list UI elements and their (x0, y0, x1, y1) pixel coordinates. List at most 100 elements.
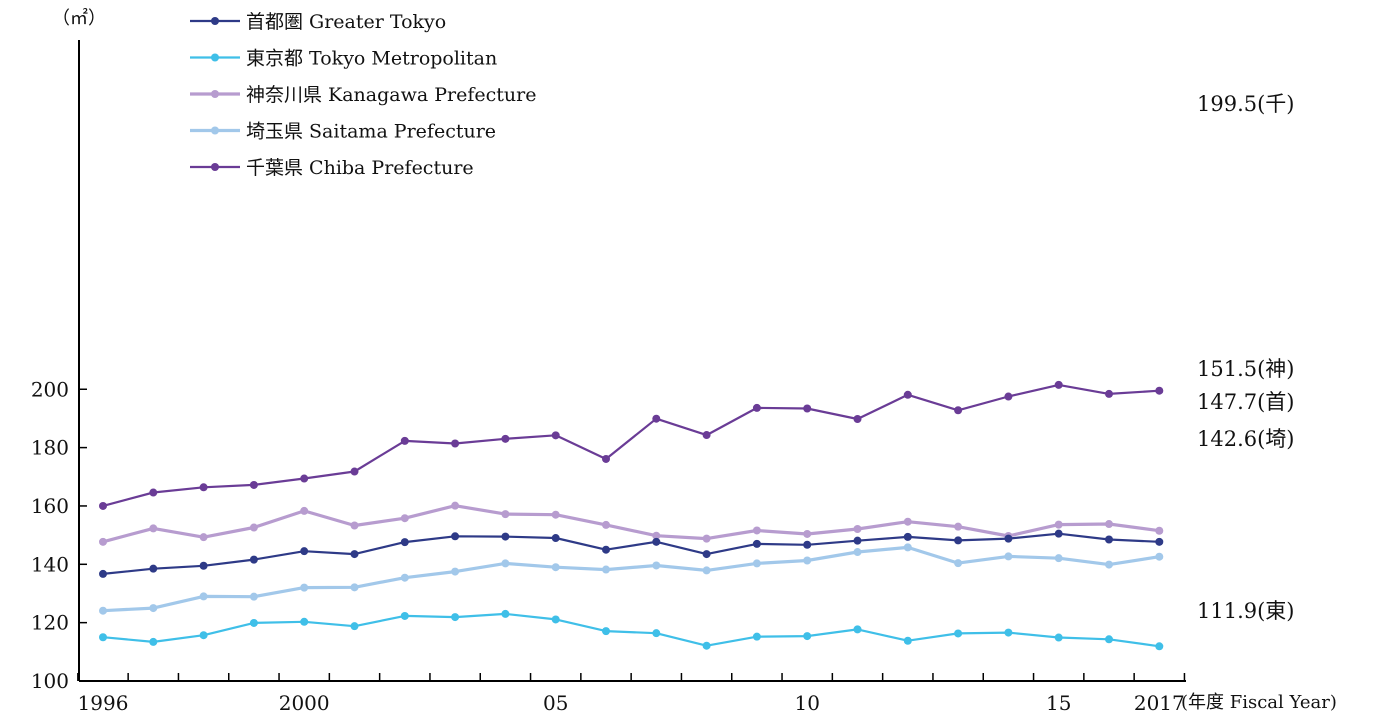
data-point (652, 531, 661, 540)
data-point (300, 583, 309, 592)
data-point (149, 604, 158, 613)
data-point (1155, 642, 1164, 651)
data-point (99, 537, 107, 546)
data-point (249, 523, 258, 532)
data-point (551, 563, 560, 572)
data-point (903, 636, 912, 645)
x-tick-label: 2000 (279, 691, 330, 715)
data-point (451, 501, 460, 510)
x-tick-label: 15 (1046, 691, 1071, 715)
data-point (451, 567, 460, 576)
data-point (602, 565, 610, 574)
data-point (99, 606, 107, 615)
data-point (350, 583, 359, 592)
data-point (803, 540, 812, 549)
end-value-label: 199.5(千) (1197, 92, 1295, 116)
data-point (803, 529, 812, 538)
data-point (1105, 635, 1113, 644)
data-point (1004, 552, 1013, 561)
data-point (853, 625, 862, 634)
series-2 (99, 501, 1164, 546)
data-point (1004, 392, 1013, 401)
data-point (602, 454, 610, 463)
data-point (702, 566, 711, 575)
data-point (199, 483, 208, 492)
data-point (451, 439, 460, 448)
legend-item: 千葉県 Chiba Prefecture (190, 157, 474, 179)
data-point (350, 521, 359, 530)
legend-swatch-marker (211, 126, 219, 135)
data-point (1105, 535, 1113, 544)
legend-label: 神奈川県 Kanagawa Prefecture (246, 84, 536, 106)
data-point (551, 534, 560, 543)
data-point (551, 510, 560, 519)
legend-swatch-marker (211, 90, 219, 98)
data-point (752, 539, 761, 548)
y-tick-label: 180 (31, 436, 69, 460)
x-tick-label: 05 (543, 691, 568, 715)
end-value-label: 142.6(埼) (1197, 427, 1295, 451)
y-tick-label: 160 (31, 494, 69, 518)
data-point (149, 488, 158, 497)
x-tick-label: 10 (794, 691, 819, 715)
legend-label: 東京都 Tokyo Metropolitan (246, 48, 497, 70)
data-point (501, 434, 510, 443)
data-point (199, 561, 208, 570)
x-tick-label: 1996 (78, 691, 129, 715)
data-point (803, 632, 812, 641)
legend-swatch-marker (211, 163, 219, 171)
data-point (1155, 552, 1164, 561)
data-point (300, 506, 309, 515)
data-point (853, 548, 862, 557)
data-point (903, 517, 912, 526)
legend-item: 首都圏 Greater Tokyo (190, 11, 446, 33)
data-point (249, 618, 258, 627)
end-value-label: 151.5(神) (1197, 357, 1295, 381)
data-point (1054, 633, 1063, 642)
data-point (903, 543, 912, 552)
data-point (501, 559, 510, 568)
data-point (199, 631, 208, 640)
data-point (652, 414, 661, 423)
y-tick-label: 140 (31, 552, 69, 576)
data-point (803, 556, 812, 565)
x-tick-label: 2017 (1134, 691, 1185, 715)
end-labels: 147.7(首) 111.9(東) 151.5(神) 142.6(埼) 199.5(千) (1197, 92, 1295, 623)
data-point (99, 569, 107, 578)
data-point (249, 592, 258, 601)
data-point (752, 559, 761, 568)
data-point (602, 627, 610, 636)
data-point (853, 415, 862, 424)
legend-item: 神奈川県 Kanagawa Prefecture (190, 84, 536, 106)
data-point (400, 514, 409, 523)
data-point (602, 545, 610, 554)
data-point (702, 431, 711, 440)
legend-swatch-marker (211, 53, 219, 62)
data-point (954, 406, 963, 415)
series-line (102, 545, 1160, 613)
axes: 100 120 140 160 180 200 1996 2000 05 10 15 2017(年度 … (31, 40, 1337, 715)
data-point (954, 522, 963, 531)
data-point (652, 537, 661, 546)
data-point (1054, 529, 1063, 538)
data-point (954, 629, 963, 638)
data-point (853, 536, 862, 545)
data-point (350, 467, 359, 476)
data-point (853, 524, 862, 533)
data-point (400, 436, 409, 445)
data-point (501, 532, 510, 541)
data-point (300, 547, 309, 556)
data-point (803, 404, 812, 413)
data-point (1054, 520, 1063, 529)
data-point (551, 431, 560, 440)
series-0 (99, 529, 1164, 578)
series-line (102, 383, 1160, 507)
data-point (149, 564, 158, 573)
data-point (752, 526, 761, 535)
data-point (1155, 526, 1164, 535)
data-point (1004, 534, 1013, 543)
data-point (99, 633, 107, 642)
series-line (102, 532, 1160, 575)
y-axis-unit: （㎡） (52, 7, 106, 29)
